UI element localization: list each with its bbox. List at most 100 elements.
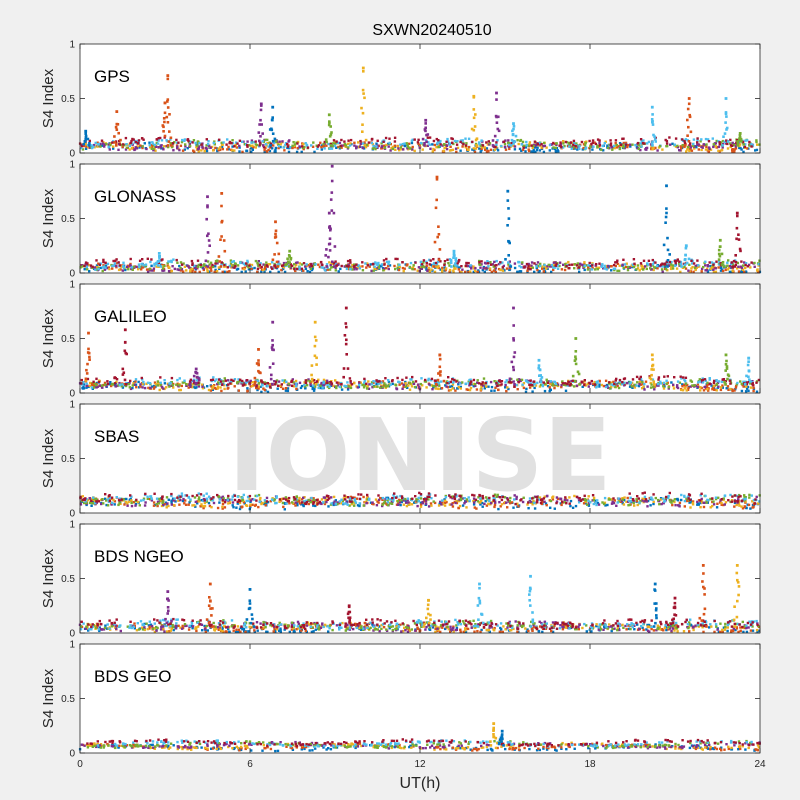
data-point [445, 140, 448, 143]
peak-point [206, 265, 209, 268]
data-point [228, 501, 232, 504]
peak-point [257, 131, 261, 134]
peak-point [87, 144, 91, 147]
data-point [449, 380, 452, 384]
data-point [104, 261, 107, 264]
data-point [335, 386, 338, 390]
data-point [596, 385, 599, 388]
data-point [211, 387, 214, 390]
data-point [730, 262, 733, 265]
data-point [111, 264, 114, 268]
data-point [608, 498, 612, 501]
data-point [282, 505, 285, 509]
data-point [734, 388, 737, 391]
data-point [396, 257, 399, 261]
data-point [715, 139, 718, 143]
data-point [592, 145, 595, 148]
data-point [645, 500, 648, 503]
data-point [222, 384, 226, 387]
data-point [260, 501, 263, 505]
data-point [217, 495, 221, 498]
data-point [295, 384, 298, 388]
data-point [117, 261, 120, 264]
data-point [573, 494, 576, 498]
data-point [357, 264, 360, 267]
peak-point [573, 379, 577, 383]
data-point [583, 144, 587, 147]
data-point [258, 265, 261, 268]
data-point [496, 149, 500, 152]
data-point [382, 269, 385, 272]
data-point [217, 149, 220, 152]
data-point [254, 494, 257, 498]
data-point [488, 142, 492, 145]
data-point [498, 379, 501, 383]
peak-point [121, 373, 125, 376]
data-point [616, 262, 620, 265]
data-point [120, 143, 123, 147]
data-point [638, 381, 642, 384]
data-point [456, 146, 460, 150]
data-point [382, 140, 385, 143]
data-point [506, 497, 509, 500]
data-point [98, 142, 102, 146]
data-point [278, 262, 281, 266]
peak-point [87, 347, 90, 351]
peak-point [274, 232, 277, 236]
peak-point [86, 137, 90, 141]
data-point [358, 381, 361, 384]
data-point [401, 378, 404, 382]
data-point [711, 137, 714, 140]
data-point [749, 266, 752, 269]
data-point [596, 501, 600, 505]
data-point [674, 145, 678, 148]
data-point [494, 264, 497, 267]
peak-point [271, 383, 274, 386]
data-point [460, 265, 463, 268]
chart-title: SXWN20240510 [372, 22, 491, 39]
data-point [683, 140, 686, 143]
peak-point [310, 364, 314, 367]
data-point [408, 265, 412, 269]
data-point [203, 501, 207, 505]
data-point [231, 139, 234, 142]
peak-point [255, 362, 259, 365]
data-point [99, 384, 102, 387]
data-point [702, 143, 705, 146]
y-axis-label: S4 Index [40, 188, 57, 248]
data-point [192, 385, 195, 389]
data-point [200, 383, 204, 386]
data-point [220, 496, 223, 499]
data-point [85, 384, 88, 387]
data-point [455, 501, 459, 505]
data-point [143, 142, 146, 145]
data-point [248, 381, 251, 384]
data-point [412, 382, 416, 385]
data-point [626, 496, 629, 500]
data-point [238, 146, 241, 149]
data-point [87, 146, 90, 149]
data-point [634, 143, 637, 147]
data-point [709, 264, 712, 268]
data-point [105, 499, 108, 502]
data-point [236, 380, 239, 384]
data-point [100, 386, 104, 389]
data-point [128, 386, 131, 389]
data-point [417, 266, 421, 269]
data-point [215, 387, 218, 390]
data-point [566, 141, 569, 144]
data-point [572, 145, 575, 148]
data-point [213, 270, 216, 274]
peak-point [329, 228, 332, 232]
peak-point [743, 383, 747, 386]
data-point [251, 148, 254, 151]
data-point [186, 138, 190, 141]
data-point [90, 504, 93, 507]
data-point [284, 389, 288, 392]
data-point [508, 263, 512, 267]
peak-point [269, 144, 272, 147]
data-point [740, 270, 744, 274]
data-point [591, 139, 595, 142]
data-point [609, 139, 612, 142]
data-point [603, 264, 606, 268]
